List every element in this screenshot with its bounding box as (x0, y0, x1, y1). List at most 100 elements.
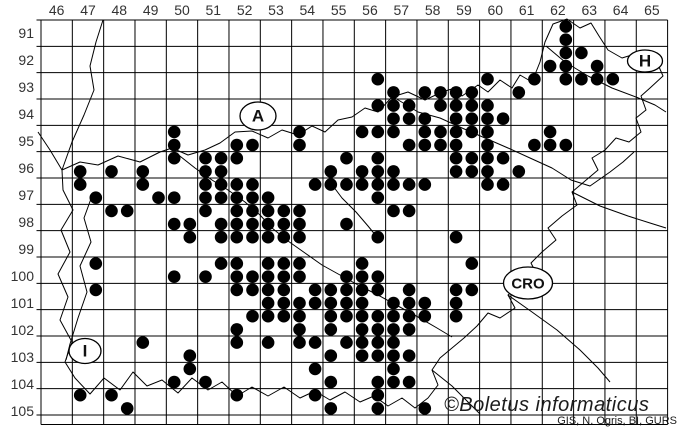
occurrence-dot (371, 388, 385, 402)
occurrence-dot (246, 283, 259, 297)
occurrence-dot (293, 323, 306, 336)
row-label: 91 (18, 25, 34, 42)
occurrence-dot (371, 230, 385, 244)
occurrence-dot (590, 59, 604, 73)
column-label: 49 (142, 2, 159, 18)
occurrence-dot (387, 86, 400, 99)
occurrence-dot (418, 402, 432, 415)
occurrence-dot (230, 336, 244, 349)
occurrence-dot (246, 138, 259, 152)
occurrence-dot (230, 178, 244, 191)
occurrence-dot (214, 217, 228, 231)
occurrence-dot (402, 309, 416, 323)
occurrence-dot (340, 296, 353, 310)
occurrence-dot (167, 270, 181, 284)
occurrence-dot (559, 46, 573, 60)
occurrence-dot (340, 270, 353, 284)
row-label: 102 (10, 322, 34, 339)
occurrence-dot (387, 204, 400, 218)
country-ellipse-a (239, 101, 277, 131)
occurrence-dot (418, 138, 432, 152)
occurrence-dot (230, 323, 244, 336)
occurrence-dot (496, 112, 510, 125)
column-label: 58 (424, 2, 441, 18)
occurrence-dot (340, 283, 353, 297)
row-label: 96 (18, 160, 34, 177)
occurrence-dot (449, 165, 463, 178)
row-label: 98 (18, 214, 34, 231)
occurrence-dot (199, 375, 212, 389)
occurrence-dot (261, 336, 275, 349)
occurrence-dot (73, 388, 87, 402)
occurrence-dot (308, 336, 322, 349)
column-label: 55 (330, 2, 347, 18)
occurrence-dot (481, 125, 494, 139)
occurrence-dot (528, 138, 541, 152)
occurrence-dot (199, 165, 212, 178)
occurrence-dot (449, 125, 463, 139)
row-label: 97 (18, 187, 34, 204)
occurrence-dot (496, 178, 510, 191)
occurrence-dot (277, 257, 291, 270)
occurrence-dot (261, 217, 275, 231)
occurrence-dot (324, 375, 338, 389)
occurrence-dot (355, 165, 369, 178)
attribution-text: GIS, N. Ogris, BI, GURS (557, 415, 677, 427)
occurrence-dot (293, 336, 306, 349)
row-label: 99 (18, 241, 34, 258)
occurrence-dot (246, 178, 259, 191)
occurrence-dot (324, 165, 338, 178)
occurrence-dot (199, 270, 212, 284)
occurrence-dot (340, 151, 353, 165)
occurrence-dot (277, 309, 291, 323)
row-label: 100 (10, 268, 34, 285)
occurrence-dot (167, 138, 181, 152)
column-label: 56 (362, 2, 378, 18)
occurrence-dot (402, 178, 416, 191)
occurrence-dot (167, 125, 181, 139)
occurrence-dot (481, 72, 494, 86)
occurrence-dot (324, 178, 338, 191)
row-label: 103 (10, 349, 34, 366)
occurrence-dot (261, 309, 275, 323)
occurrence-dot (355, 309, 369, 323)
occurrence-dot (308, 178, 322, 191)
occurrence-dot (293, 217, 306, 231)
occurrence-dot (214, 257, 228, 270)
occurrence-dot (261, 283, 275, 297)
occurrence-dot (465, 99, 479, 112)
occurrence-dot (543, 59, 557, 73)
occurrence-dot (512, 165, 526, 178)
occurrence-dot (183, 362, 197, 376)
occurrence-dot (308, 283, 322, 297)
occurrence-dot (230, 257, 244, 270)
occurrence-dot (512, 86, 526, 99)
occurrence-dot (402, 349, 416, 363)
occurrence-dot (261, 204, 275, 218)
occurrence-dot (449, 86, 463, 99)
occurrence-dot (214, 178, 228, 191)
country-label-h: H (639, 52, 651, 71)
occurrence-dot (481, 138, 494, 152)
occurrence-dot (465, 165, 479, 178)
occurrence-dot (277, 270, 291, 284)
occurrence-dot (387, 349, 400, 363)
occurrence-dot (355, 349, 369, 363)
occurrence-dot (120, 204, 134, 218)
occurrence-dot (199, 204, 212, 218)
occurrence-dot (152, 191, 165, 204)
occurrence-dot (293, 296, 306, 310)
occurrence-dot (199, 151, 212, 165)
occurrence-dot (89, 191, 103, 204)
occurrence-dot (371, 151, 385, 165)
column-label: 52 (236, 2, 253, 18)
occurrence-dot (465, 257, 479, 270)
occurrence-dot (277, 283, 291, 297)
occurrence-dot (434, 138, 447, 152)
occurrence-dot (355, 125, 369, 139)
occurrence-dot (387, 336, 400, 349)
occurrence-dot (246, 204, 259, 218)
occurrence-dot (371, 402, 385, 415)
occurrence-dot (465, 112, 479, 125)
